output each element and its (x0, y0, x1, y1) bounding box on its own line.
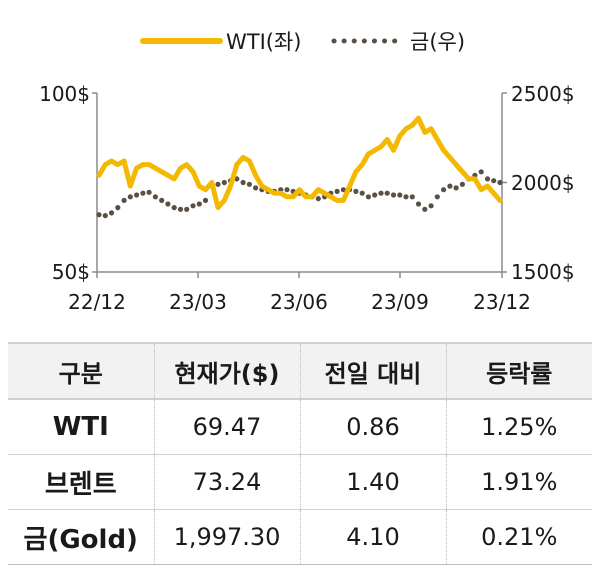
gold-point (165, 201, 171, 207)
gold-point (484, 176, 491, 182)
gold-point (403, 194, 409, 200)
gold-point (146, 189, 152, 195)
wti-series-line (96, 115, 503, 211)
x-tick-label-2212: 22/12 (68, 290, 126, 314)
row-name-wti: WTI (8, 399, 154, 455)
gold-point (459, 181, 465, 187)
gold-point (121, 197, 127, 203)
gold-point (140, 190, 146, 196)
gold-point (397, 192, 403, 198)
gold-point (134, 192, 140, 198)
left-tick-label-50: 50$ (52, 260, 90, 284)
gold-point (428, 203, 434, 209)
header-current-price: 현재가($) (153, 342, 300, 400)
x-tick-label-2309: 23/09 (371, 290, 429, 314)
gold-point (102, 213, 108, 219)
cell-change: 4.10 (299, 509, 446, 565)
right-tick-label-2000: 2000$ (511, 171, 575, 195)
gold-point (491, 178, 497, 184)
gold-point (159, 197, 165, 203)
gold-point (497, 179, 503, 186)
gold-point (171, 205, 177, 211)
gold-point (422, 206, 428, 212)
header-change-rate: 등락률 (445, 342, 592, 400)
gold-point (415, 201, 422, 207)
gold-point (96, 212, 102, 218)
gold-point (190, 203, 196, 209)
header-change: 전일 대비 (299, 342, 446, 400)
cell-price: 69.47 (153, 399, 300, 455)
gold-point (202, 197, 209, 203)
right-tick-label-1500: 1500$ (511, 260, 575, 284)
gold-point (409, 194, 415, 200)
gold-point (365, 194, 371, 200)
gold-point (253, 185, 259, 191)
gold-point (353, 188, 359, 194)
gold-point (390, 192, 397, 198)
gold-point (441, 187, 447, 193)
gold-point (434, 194, 440, 200)
cell-change: 0.86 (299, 399, 446, 455)
gold-point (284, 187, 290, 193)
right-axis-labels: 2500$ 2000$ 1500$ (511, 82, 575, 284)
legend-label-wti: WTI(좌) (226, 30, 302, 54)
cell-price: 1,997.30 (153, 509, 300, 565)
x-tick-label-2312: 23/12 (473, 290, 531, 314)
legend: WTI(좌) 금(우) (140, 30, 465, 54)
gold-point (384, 190, 390, 196)
gold-point (215, 181, 221, 187)
axis-ticks (92, 92, 507, 278)
table-row: 금(Gold) 1,997.30 4.10 0.21% (8, 509, 592, 565)
gold-point (177, 206, 184, 212)
gold-point (359, 190, 365, 196)
cell-rate: 0.21% (445, 509, 592, 565)
table-row: WTI 69.47 0.86 1.25% (8, 399, 592, 455)
cell-rate: 1.91% (445, 454, 592, 510)
gold-point (334, 188, 340, 194)
table-row: 브렌트 73.24 1.40 1.91% (8, 454, 592, 510)
gold-point (127, 194, 133, 200)
price-table: 구분 현재가($) 전일 대비 등락률 WTI 69.47 0.86 1.25%… (8, 342, 592, 565)
gold-point (372, 192, 378, 198)
gold-point (378, 190, 384, 196)
x-tick-label-2306: 23/06 (270, 290, 328, 314)
gold-point (196, 201, 202, 207)
table-header-row: 구분 현재가($) 전일 대비 등락률 (8, 342, 592, 400)
left-axis-labels: 100$ 50$ (39, 82, 90, 284)
gold-point (478, 169, 484, 175)
gold-point (447, 183, 453, 189)
legend-label-gold: 금(우) (410, 30, 465, 54)
wti-gold-chart: WTI(좌) 금(우) 100$ 50$ 2500$ 2000$ 1500$ 2… (39, 30, 575, 314)
right-tick-label-2500: 2500$ (511, 82, 575, 106)
gold-point (152, 194, 158, 200)
gold-point (453, 185, 459, 191)
gold-series (96, 169, 503, 219)
row-name-brent: 브렌트 (8, 454, 154, 510)
gold-point (340, 187, 346, 193)
header-category: 구분 (8, 342, 154, 400)
left-tick-label-100: 100$ (39, 82, 90, 106)
gold-point (108, 210, 115, 216)
gold-point (221, 179, 227, 186)
row-name-gold: 금(Gold) (8, 509, 154, 565)
gold-point (246, 181, 252, 187)
cell-rate: 1.25% (445, 399, 592, 455)
gold-point (184, 206, 190, 212)
x-axis-labels: 22/12 23/03 23/06 23/09 23/12 (68, 290, 531, 314)
gold-point (115, 205, 121, 211)
gold-point (240, 179, 246, 186)
x-tick-label-2303: 23/03 (169, 290, 227, 314)
cell-price: 73.24 (153, 454, 300, 510)
cell-change: 1.40 (299, 454, 446, 510)
gold-point (315, 196, 321, 202)
